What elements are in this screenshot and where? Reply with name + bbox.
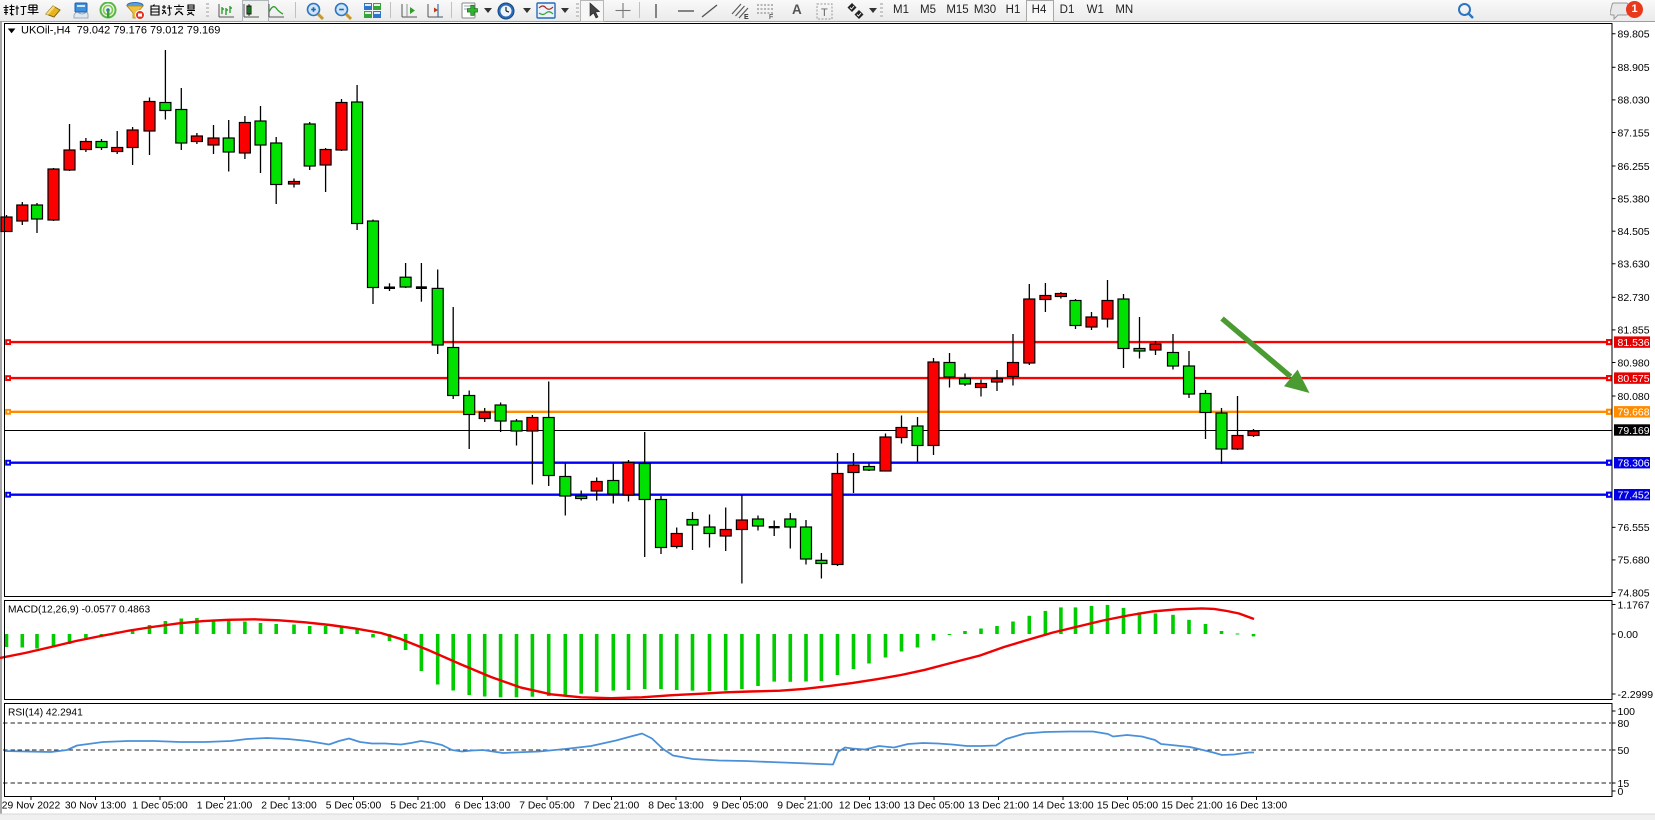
svg-text:84.505: 84.505 — [1618, 226, 1650, 238]
svg-text:30 Nov 13:00: 30 Nov 13:00 — [65, 801, 127, 812]
svg-text:5 Dec 05:00: 5 Dec 05:00 — [326, 801, 382, 812]
svg-text:88.030: 88.030 — [1618, 95, 1650, 107]
svg-text:81.855: 81.855 — [1618, 325, 1650, 337]
svg-text:-2.2999: -2.2999 — [1618, 689, 1654, 701]
svg-text:F: F — [769, 14, 773, 20]
svg-text:7 Dec 21:00: 7 Dec 21:00 — [584, 801, 640, 812]
svg-text:80.080: 80.080 — [1618, 391, 1650, 403]
svg-text:86.255: 86.255 — [1618, 161, 1650, 173]
svg-text:80.575: 80.575 — [1618, 373, 1650, 385]
svg-text:88.905: 88.905 — [1618, 62, 1650, 74]
svg-text:1 Dec 21:00: 1 Dec 21:00 — [197, 801, 253, 812]
svg-text:14 Dec 13:00: 14 Dec 13:00 — [1032, 801, 1094, 812]
svg-text:74.805: 74.805 — [1618, 587, 1650, 599]
svg-text:8 Dec 13:00: 8 Dec 13:00 — [648, 801, 704, 812]
svg-text:9 Dec 05:00: 9 Dec 05:00 — [713, 801, 769, 812]
svg-text:13 Dec 05:00: 13 Dec 05:00 — [903, 801, 965, 812]
svg-text:76.555: 76.555 — [1618, 522, 1650, 534]
svg-text:78.306: 78.306 — [1618, 458, 1650, 470]
svg-text:81.536: 81.536 — [1618, 337, 1650, 349]
svg-text:100: 100 — [1618, 706, 1636, 718]
svg-text:1.1767: 1.1767 — [1618, 599, 1650, 611]
svg-text:85.380: 85.380 — [1618, 193, 1650, 205]
svg-text:79.169: 79.169 — [1618, 425, 1650, 437]
svg-text:87.155: 87.155 — [1618, 127, 1650, 139]
svg-text:80.980: 80.980 — [1618, 357, 1650, 369]
svg-text:82.730: 82.730 — [1618, 292, 1650, 304]
svg-text:75.680: 75.680 — [1618, 555, 1650, 567]
svg-text:T: T — [821, 7, 828, 19]
svg-text:15: 15 — [1618, 778, 1630, 790]
svg-text:79.668: 79.668 — [1618, 407, 1650, 419]
svg-text:MACD(12,26,9) -0.0577 0.4863: MACD(12,26,9) -0.0577 0.4863 — [8, 605, 150, 616]
svg-text:50: 50 — [1618, 745, 1630, 757]
svg-text:7 Dec 05:00: 7 Dec 05:00 — [519, 801, 575, 812]
svg-text:12 Dec 13:00: 12 Dec 13:00 — [839, 801, 901, 812]
svg-text:1 Dec 05:00: 1 Dec 05:00 — [132, 801, 188, 812]
svg-text:80: 80 — [1618, 718, 1630, 730]
svg-text:6 Dec 13:00: 6 Dec 13:00 — [455, 801, 511, 812]
svg-text:2 Dec 13:00: 2 Dec 13:00 — [261, 801, 317, 812]
svg-text:15 Dec 05:00: 15 Dec 05:00 — [1097, 801, 1159, 812]
svg-text:0: 0 — [1618, 786, 1624, 798]
svg-text:83.630: 83.630 — [1618, 259, 1650, 271]
svg-text:13 Dec 21:00: 13 Dec 21:00 — [968, 801, 1030, 812]
svg-text:UKOil-,H4 79.042 79.176 79.01: UKOil-,H4 79.042 79.176 79.012 79.169 — [21, 25, 220, 37]
svg-text:89.805: 89.805 — [1618, 29, 1650, 41]
svg-text:0.00: 0.00 — [1618, 629, 1639, 641]
svg-text:29 Nov 2022: 29 Nov 2022 — [2, 801, 61, 812]
svg-text:RSI(14) 42.2941: RSI(14) 42.2941 — [8, 708, 83, 719]
svg-text:16 Dec 13:00: 16 Dec 13:00 — [1226, 801, 1288, 812]
svg-text:5 Dec 21:00: 5 Dec 21:00 — [390, 801, 446, 812]
svg-text:77.452: 77.452 — [1618, 490, 1650, 502]
svg-text:15 Dec 21:00: 15 Dec 21:00 — [1161, 801, 1223, 812]
svg-text:E: E — [744, 14, 749, 20]
svg-text:9 Dec 21:00: 9 Dec 21:00 — [777, 801, 833, 812]
